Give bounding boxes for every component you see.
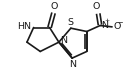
Text: N: N [69,60,76,69]
Text: −: − [117,20,122,26]
Text: N: N [101,21,108,30]
Text: S: S [67,18,73,27]
Text: O: O [114,22,121,31]
Text: O: O [50,2,58,11]
Text: N: N [60,36,67,45]
Text: O: O [92,2,100,11]
Text: +: + [104,18,109,23]
Text: HN: HN [18,22,32,31]
